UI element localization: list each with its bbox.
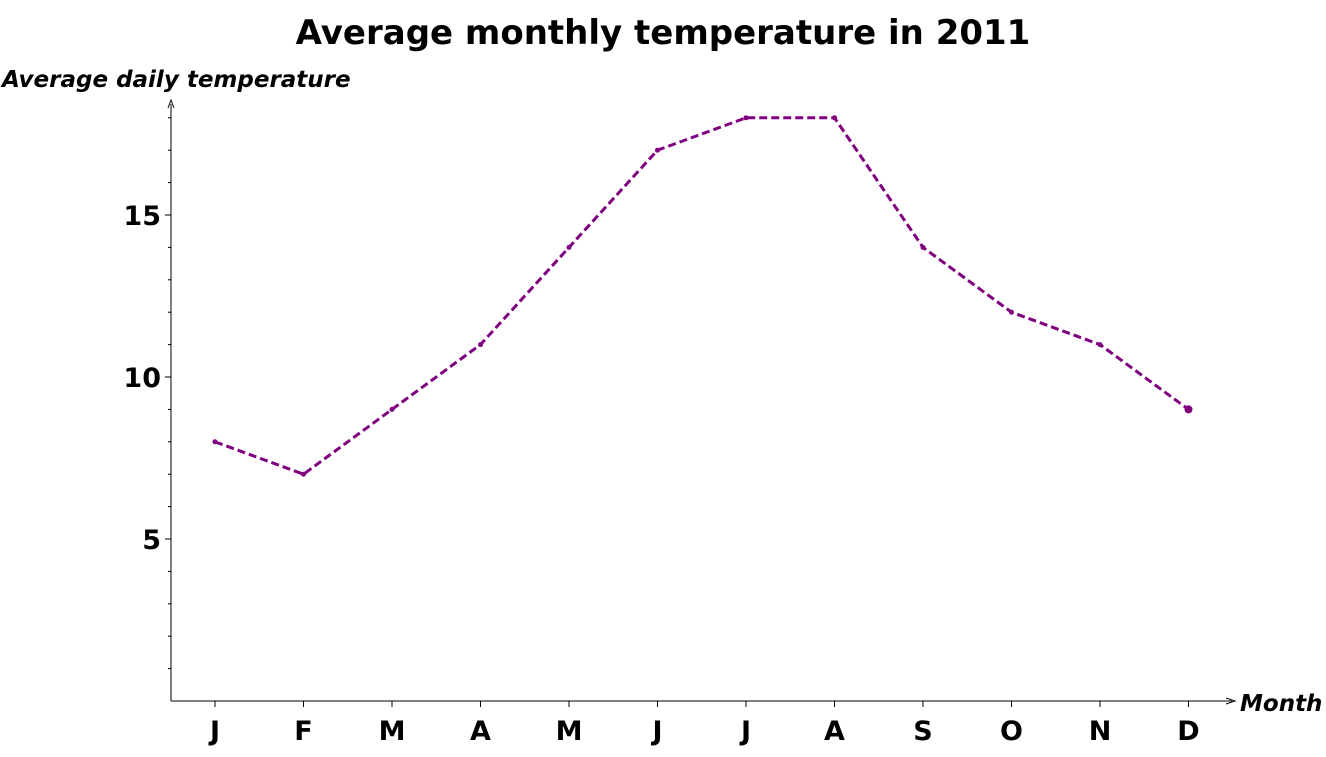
data-point [920,244,926,250]
data-point [832,115,837,121]
x-tick-label: J [208,716,220,747]
chart-title: Average monthly temperature in 2011 [296,13,1031,53]
data-point [212,439,218,445]
x-tick-label: O [1000,716,1023,747]
y-minor-ticks [168,117,171,670]
data-point [1184,405,1193,414]
data-point [1097,342,1103,348]
x-tick-label: N [1089,716,1112,747]
x-axis-arrow [1225,697,1237,705]
data-point [478,342,483,348]
x-tick-label: A [824,716,845,747]
data-point [655,147,660,153]
y-axis-label: Average daily temperature [0,67,351,93]
x-tick-label: F [294,716,312,747]
data-point [1009,309,1014,315]
data-point [566,244,572,250]
series-group [212,115,1193,477]
series-line [214,116,1190,476]
data-point [301,471,306,477]
y-axis-arrow [167,98,175,109]
x-tick-label: J [739,716,751,747]
data-point [743,115,749,121]
x-tick-label: M [556,716,583,747]
x-tick-label: A [470,716,491,747]
x-axis-label: Month [1240,691,1322,717]
x-tick-label: J [650,716,662,747]
axes [167,98,1237,705]
x-tick-label: M [379,716,406,747]
y-tick-label: 10 [123,363,161,394]
x-tick-label: D [1177,716,1199,747]
y-tick-label: 15 [123,201,161,232]
y-major-ticks: 5 10 15 [123,201,171,556]
data-point [389,406,395,412]
x-tick-label: S [913,716,932,747]
y-tick-label: 5 [142,525,161,556]
